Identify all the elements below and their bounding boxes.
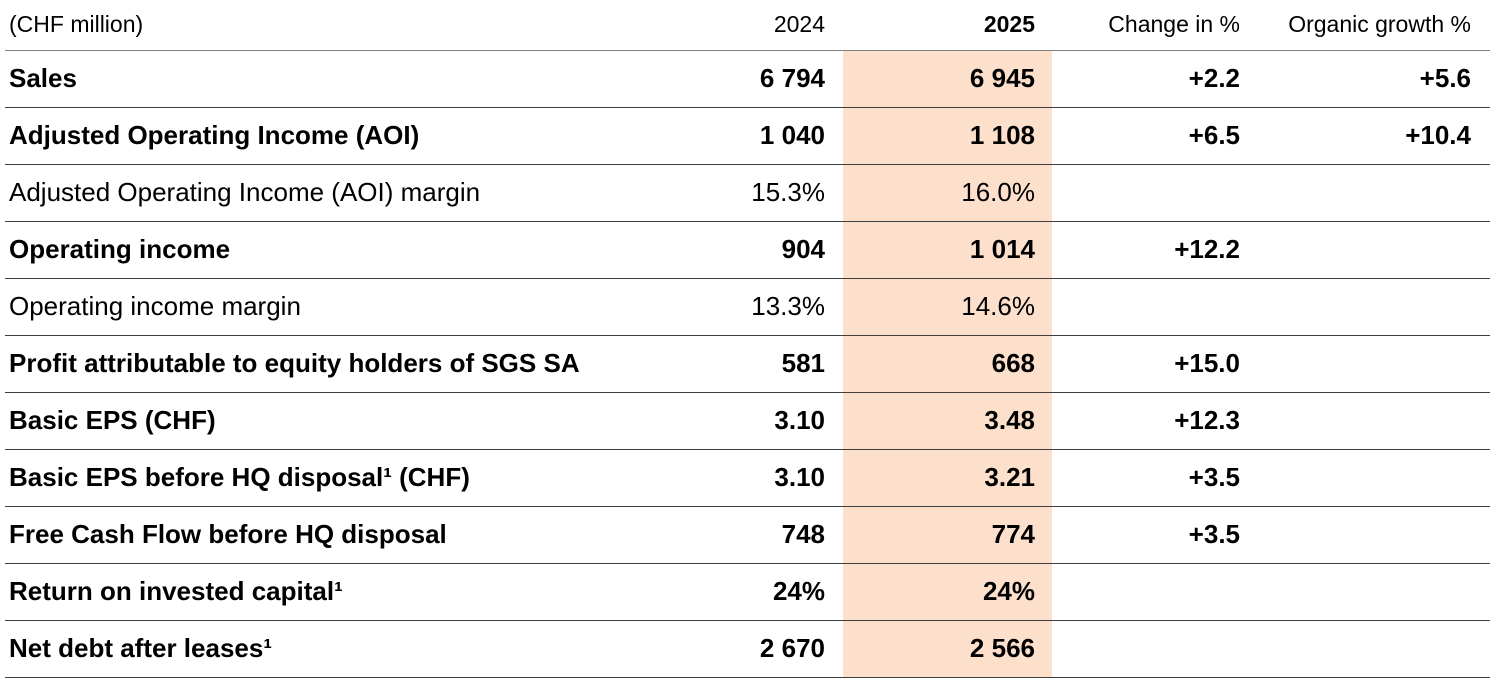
value-organic: +10.4 xyxy=(1405,120,1471,150)
value-change xyxy=(1052,164,1253,221)
value-2024: 13.3% xyxy=(751,291,825,321)
table-row-sales: Sales 6 794 6 945 +2.2 +5.6 xyxy=(5,50,1490,107)
table-row-free-cash-flow: Free Cash Flow before HQ disposal 748 77… xyxy=(5,506,1490,563)
row-label: Basic EPS (CHF) xyxy=(9,405,216,435)
value-2025: 3.21 xyxy=(843,449,1052,506)
table-row-net-debt-after-leases: Net debt after leases¹ 2 670 2 566 xyxy=(5,620,1490,677)
value-change xyxy=(1052,563,1253,620)
value-2025: 16.0% xyxy=(843,164,1052,221)
value-change xyxy=(1052,620,1253,677)
value-2024: 748 xyxy=(781,519,825,549)
value-organic xyxy=(1253,620,1490,677)
value-organic xyxy=(1253,392,1490,449)
row-label: Basic EPS before HQ disposal¹ (CHF) xyxy=(9,462,470,492)
value-organic xyxy=(1253,506,1490,563)
table-row-basic-eps-before-hq-disposal: Basic EPS before HQ disposal¹ (CHF) 3.10… xyxy=(5,449,1490,506)
table-row-basic-eps: Basic EPS (CHF) 3.10 3.48 +12.3 xyxy=(5,392,1490,449)
column-header-change: Change in % xyxy=(1052,0,1253,51)
table-body: Sales 6 794 6 945 +2.2 +5.6 Adjusted Ope… xyxy=(5,50,1490,677)
value-2024: 2 670 xyxy=(759,633,825,663)
value-change: +3.5 xyxy=(1188,462,1240,492)
value-organic xyxy=(1253,449,1490,506)
row-label: Sales xyxy=(9,63,77,93)
value-change xyxy=(1052,278,1253,335)
value-2025: 668 xyxy=(843,335,1052,392)
row-label: Operating income xyxy=(9,234,231,264)
value-2024: 1 040 xyxy=(759,120,825,150)
value-2024: 904 xyxy=(781,234,825,264)
value-2025: 1 108 xyxy=(843,107,1052,164)
row-label: Operating income margin xyxy=(9,291,301,321)
value-organic: +5.6 xyxy=(1419,63,1471,93)
row-label: Return on invested capital¹ xyxy=(9,576,343,606)
value-2025: 3.48 xyxy=(843,392,1052,449)
table-row-aoi-margin: Adjusted Operating Income (AOI) margin 1… xyxy=(5,164,1490,221)
table-row-profit-attributable: Profit attributable to equity holders of… xyxy=(5,335,1490,392)
table-row-return-on-invested-capital: Return on invested capital¹ 24% 24% xyxy=(5,563,1490,620)
unit-label: (CHF million) xyxy=(5,0,693,51)
row-label: Net debt after leases¹ xyxy=(9,633,272,663)
table-row-adjusted-operating-income: Adjusted Operating Income (AOI) 1 040 1 … xyxy=(5,107,1490,164)
row-label: Free Cash Flow before HQ disposal xyxy=(9,519,447,549)
value-2024: 15.3% xyxy=(751,177,825,207)
value-change: +2.2 xyxy=(1188,63,1240,93)
value-2025: 2 566 xyxy=(843,620,1052,677)
value-organic xyxy=(1253,221,1490,278)
value-2025: 14.6% xyxy=(843,278,1052,335)
value-change: +12.2 xyxy=(1174,234,1240,264)
column-header-2024: 2024 xyxy=(693,0,843,51)
value-2024: 6 794 xyxy=(759,63,825,93)
table-row-operating-income: Operating income 904 1 014 +12.2 xyxy=(5,221,1490,278)
value-change: +15.0 xyxy=(1174,348,1240,378)
table-row-operating-income-margin: Operating income margin 13.3% 14.6% xyxy=(5,278,1490,335)
value-2025: 774 xyxy=(843,506,1052,563)
value-2025: 6 945 xyxy=(843,50,1052,107)
value-2024: 24% xyxy=(772,576,825,606)
value-organic xyxy=(1253,278,1490,335)
row-label: Adjusted Operating Income (AOI) xyxy=(9,120,420,150)
row-label: Profit attributable to equity holders of… xyxy=(9,348,580,378)
table-header: (CHF million) 2024 2025 Change in % Orga… xyxy=(5,0,1490,51)
value-2025: 1 014 xyxy=(843,221,1052,278)
value-2024: 3.10 xyxy=(774,462,825,492)
value-organic xyxy=(1253,164,1490,221)
value-2024: 3.10 xyxy=(774,405,825,435)
value-change: +3.5 xyxy=(1188,519,1240,549)
value-change: +12.3 xyxy=(1174,405,1240,435)
value-organic xyxy=(1253,563,1490,620)
value-change: +6.5 xyxy=(1188,120,1240,150)
value-2025: 24% xyxy=(843,563,1052,620)
financial-results-table: (CHF million) 2024 2025 Change in % Orga… xyxy=(5,0,1490,678)
value-2024: 581 xyxy=(781,348,825,378)
row-label: Adjusted Operating Income (AOI) margin xyxy=(9,177,481,207)
column-header-2025: 2025 xyxy=(843,0,1052,51)
value-organic xyxy=(1253,335,1490,392)
column-header-organic-growth: Organic growth % xyxy=(1253,0,1490,51)
header-row: (CHF million) 2024 2025 Change in % Orga… xyxy=(5,0,1490,51)
